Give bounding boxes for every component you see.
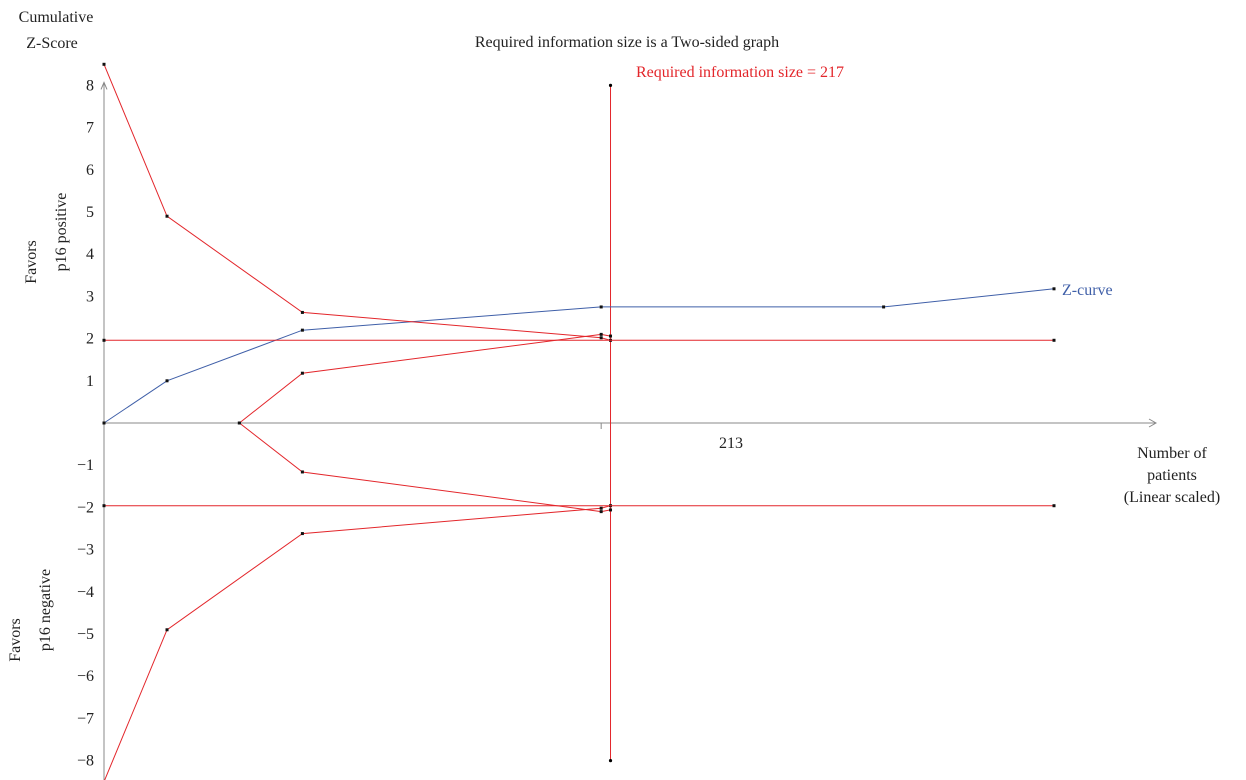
series-line-0 — [103, 288, 1055, 424]
y-tick-label: 5 — [86, 204, 94, 221]
series-point — [165, 379, 169, 383]
x-axis-label-line2: patients — [1147, 467, 1197, 484]
series-point — [599, 336, 603, 340]
y-tick-label: −4 — [77, 584, 94, 601]
series-point — [1052, 338, 1056, 342]
series-line-2 — [104, 505, 611, 780]
ris-label: Required information size = 217 — [636, 64, 844, 81]
series-point — [102, 62, 106, 66]
series-point — [165, 214, 169, 218]
series-point — [237, 421, 241, 425]
series-line-4 — [239, 422, 611, 513]
y-tick-label: 4 — [86, 246, 94, 263]
y-axis-label-line1: Cumulative — [19, 9, 94, 26]
y-tick-label: −7 — [77, 710, 94, 727]
x-axis-arrow — [1148, 418, 1158, 428]
y-tick-label: −5 — [77, 626, 94, 643]
series-point — [102, 504, 106, 508]
y-tick-label: 3 — [86, 288, 94, 305]
y-tick-label: 6 — [86, 162, 94, 179]
y-tick-label: 7 — [86, 120, 94, 137]
y-axis-label-line2: Z-Score — [26, 35, 78, 52]
series-point — [1052, 287, 1056, 291]
series-point — [609, 508, 613, 512]
series-point — [599, 506, 603, 510]
series-point — [102, 338, 106, 342]
series-layer — [102, 62, 1056, 780]
series-point — [599, 305, 603, 309]
y-axis-arrow — [100, 81, 108, 90]
series-point — [300, 328, 304, 332]
y-tick-label: −6 — [77, 668, 94, 685]
series-point — [599, 332, 603, 336]
y-tick-labels: 8 7 6 5 4 3 2 1 −1 −2 −3 −4 −5 −6 −7 −8 — [77, 77, 94, 769]
series-point — [609, 334, 613, 338]
favors-negative-line1: Favors — [7, 618, 24, 662]
y-tick-label: −3 — [77, 542, 94, 559]
series-point — [300, 371, 304, 375]
y-tick-label: 1 — [86, 373, 94, 390]
series-point — [599, 510, 603, 514]
x-tick-label-213: 213 — [719, 435, 743, 452]
ris-line-top-point — [608, 83, 613, 87]
series-line-1 — [103, 64, 611, 341]
y-tick-label: −8 — [77, 753, 94, 770]
y-tick-label: −2 — [77, 499, 94, 516]
series-point — [882, 305, 886, 309]
x-axis-label-line1: Number of — [1137, 445, 1207, 462]
favors-negative-line2: p16 negative — [37, 569, 54, 651]
favors-positive-line1: Favors — [23, 240, 40, 284]
series-point — [165, 628, 169, 632]
y-tick-label: 8 — [86, 77, 94, 94]
series-point — [300, 532, 304, 536]
y-tick-label: −1 — [77, 457, 94, 474]
series-point — [300, 470, 304, 474]
x-axis-label-line3: (Linear scaled) — [1124, 489, 1220, 506]
ris-line-bottom-point — [608, 759, 613, 763]
y-tick-label: 2 — [86, 331, 94, 348]
axes — [100, 81, 1158, 780]
favors-positive-line2: p16 positive — [53, 193, 70, 272]
z-curve-label: Z-curve — [1062, 282, 1113, 299]
series-point — [300, 310, 304, 314]
series-point — [1052, 504, 1056, 508]
series-point — [102, 421, 106, 425]
series-line-3 — [239, 333, 611, 424]
chart-title: Required information size is a Two-sided… — [475, 34, 779, 51]
